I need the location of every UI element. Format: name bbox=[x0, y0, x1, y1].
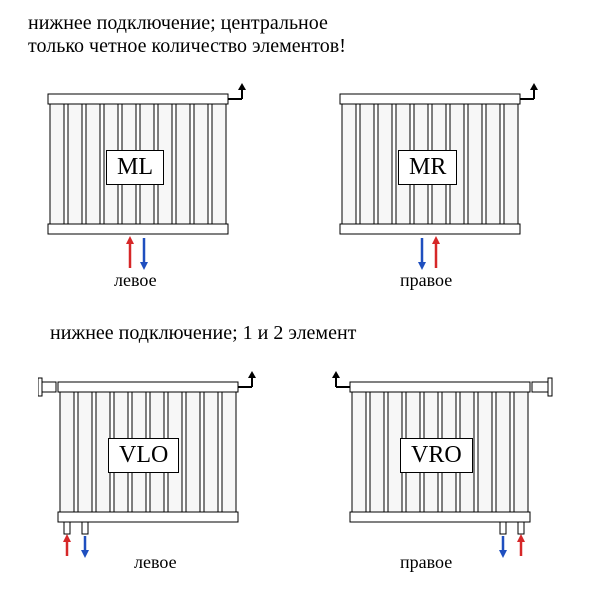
radiator-ml-code: ML bbox=[106, 150, 164, 185]
radiator-vro-code: VRO bbox=[400, 438, 473, 473]
radiator-vro-svg bbox=[330, 370, 570, 580]
radiator-mr: MR правое bbox=[330, 82, 550, 292]
radiator-ml: ML левое bbox=[38, 82, 258, 292]
heading-top-line1: нижнее подключение; центральное bbox=[28, 12, 346, 35]
heading-bottom: нижнее подключение; 1 и 2 элемент bbox=[50, 322, 356, 345]
radiator-vlo-svg bbox=[38, 370, 268, 580]
radiator-mr-svg bbox=[330, 82, 550, 292]
heading-top: нижнее подключение; центральное только ч… bbox=[28, 12, 346, 58]
radiator-vro: VRO правое bbox=[330, 370, 570, 580]
radiator-vlo-dir: левое bbox=[134, 552, 177, 573]
heading-top-line2: только четное количество элементов! bbox=[28, 35, 346, 58]
radiator-vlo-code: VLO bbox=[108, 438, 179, 473]
radiator-vro-dir: правое bbox=[400, 552, 452, 573]
radiator-vlo: VLO левое bbox=[38, 370, 268, 580]
radiator-mr-code: MR bbox=[398, 150, 457, 185]
radiator-mr-dir: правое bbox=[400, 270, 452, 291]
radiator-ml-svg bbox=[38, 82, 258, 292]
radiator-ml-dir: левое bbox=[114, 270, 157, 291]
